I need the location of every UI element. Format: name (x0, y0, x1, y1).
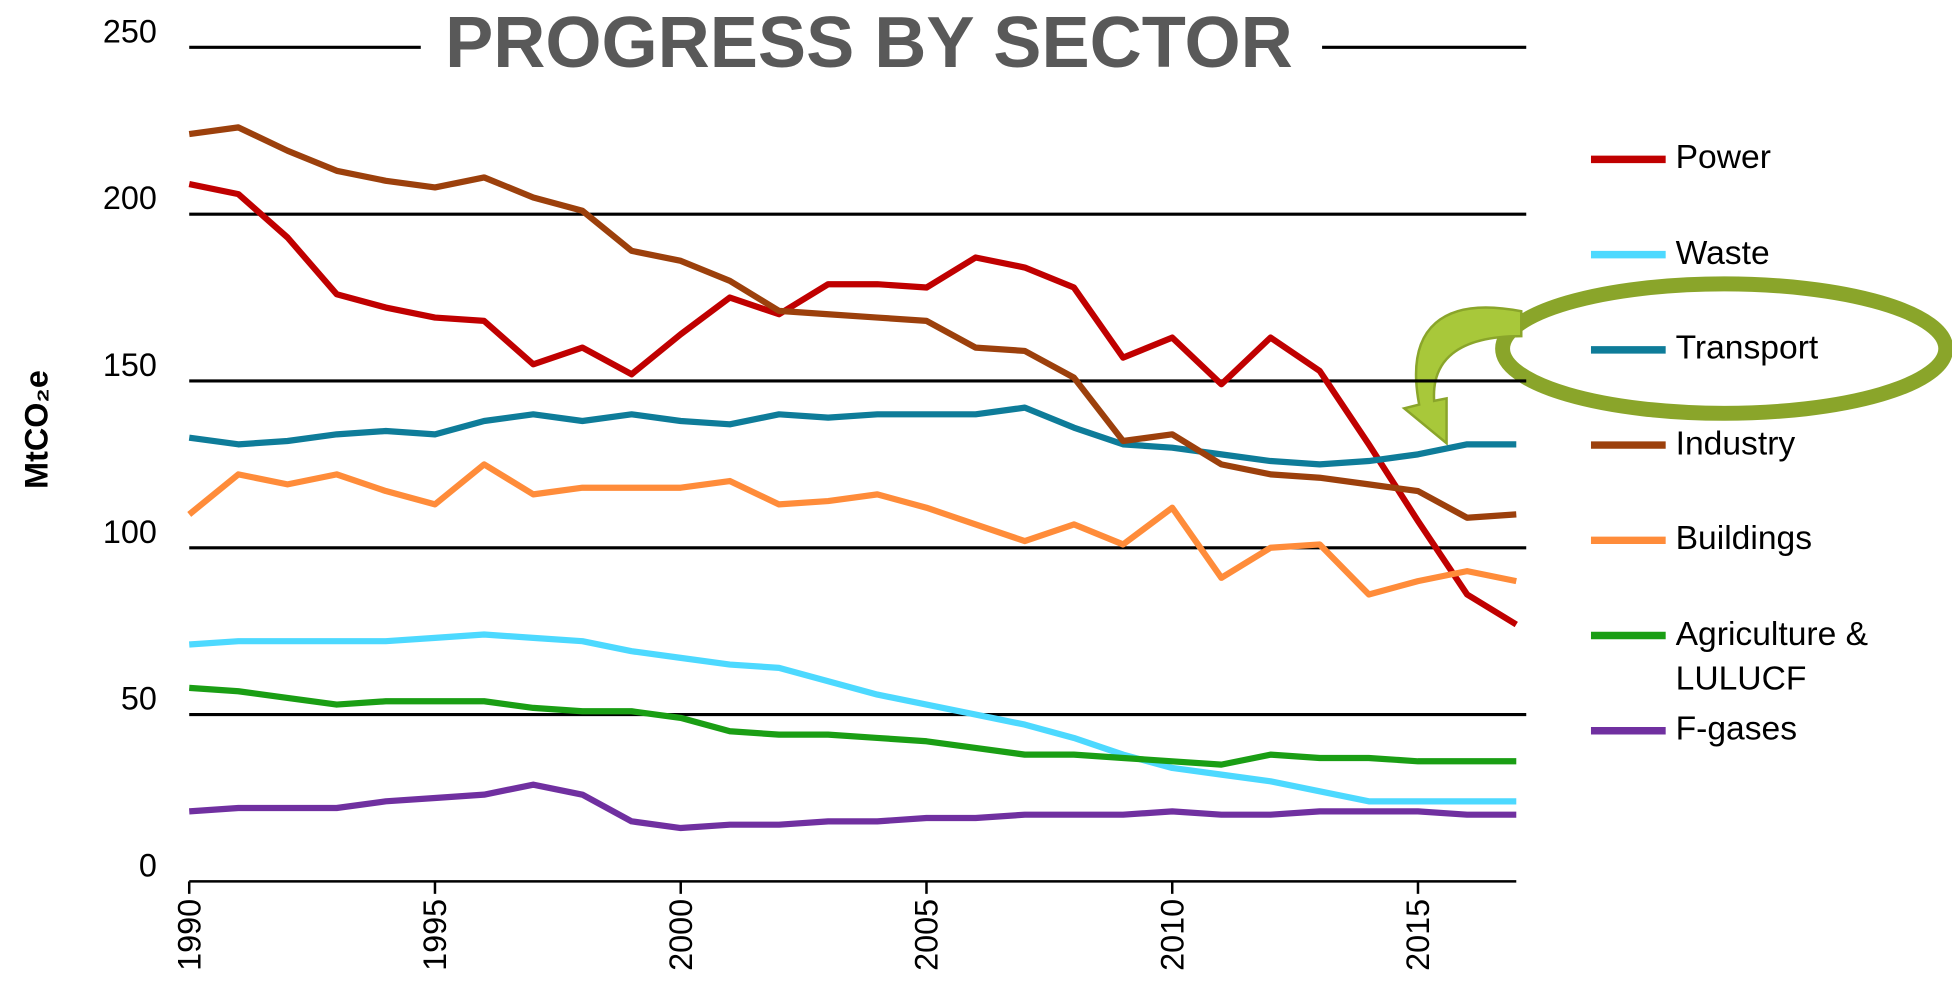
x-tick-label: 2005 (909, 899, 945, 971)
legend-item: Transport (1676, 325, 1888, 425)
legend-item: Industry (1676, 420, 1888, 520)
series-line (189, 688, 1516, 765)
legend-label: Industry (1676, 420, 1888, 465)
legend-item: Agriculture & LULUCF (1676, 611, 1888, 711)
arrow (1404, 308, 1521, 444)
y-axis-label: MtCO₂e (18, 370, 54, 489)
legend-label: Buildings (1676, 515, 1888, 560)
series-line (189, 635, 1516, 802)
x-tick-label: 2000 (663, 899, 699, 971)
x-tick-label: 1995 (417, 899, 453, 971)
page: PROGRESS BY SECTOR MtCO₂e 0 50 100 150 200 25… (0, 0, 1952, 984)
y-tick-label: 250 (103, 13, 157, 49)
legend-item: Waste (1676, 230, 1888, 330)
legend-label: Transport (1676, 325, 1888, 370)
y-tick-label: 100 (103, 514, 157, 550)
chart-title: PROGRESS BY SECTOR (445, 3, 1293, 83)
y-tick-label: 50 (121, 681, 157, 717)
legend-item: Power (1676, 134, 1888, 234)
series-line (189, 127, 1516, 517)
legend-item: Buildings (1676, 515, 1888, 615)
series-line (189, 464, 1516, 594)
legend-label: F-gases (1676, 706, 1888, 751)
legend-label: Waste (1676, 230, 1888, 275)
legend-label: Agriculture & LULUCF (1676, 611, 1888, 701)
x-tick-label: 2010 (1154, 899, 1190, 971)
y-tick-label: 0 (139, 847, 157, 883)
series-line (189, 408, 1516, 465)
series-line (189, 184, 1516, 624)
y-tick-label: 150 (103, 347, 157, 383)
x-tick-label: 2015 (1400, 899, 1436, 971)
x-tick-label: 1990 (171, 899, 207, 971)
chart: PROGRESS BY SECTOR MtCO₂e 0 50 100 150 200 25… (0, 0, 1952, 984)
legend-item: F-gases (1676, 706, 1888, 806)
y-tick-label: 200 (103, 180, 157, 216)
legend-label: Power (1676, 134, 1888, 179)
